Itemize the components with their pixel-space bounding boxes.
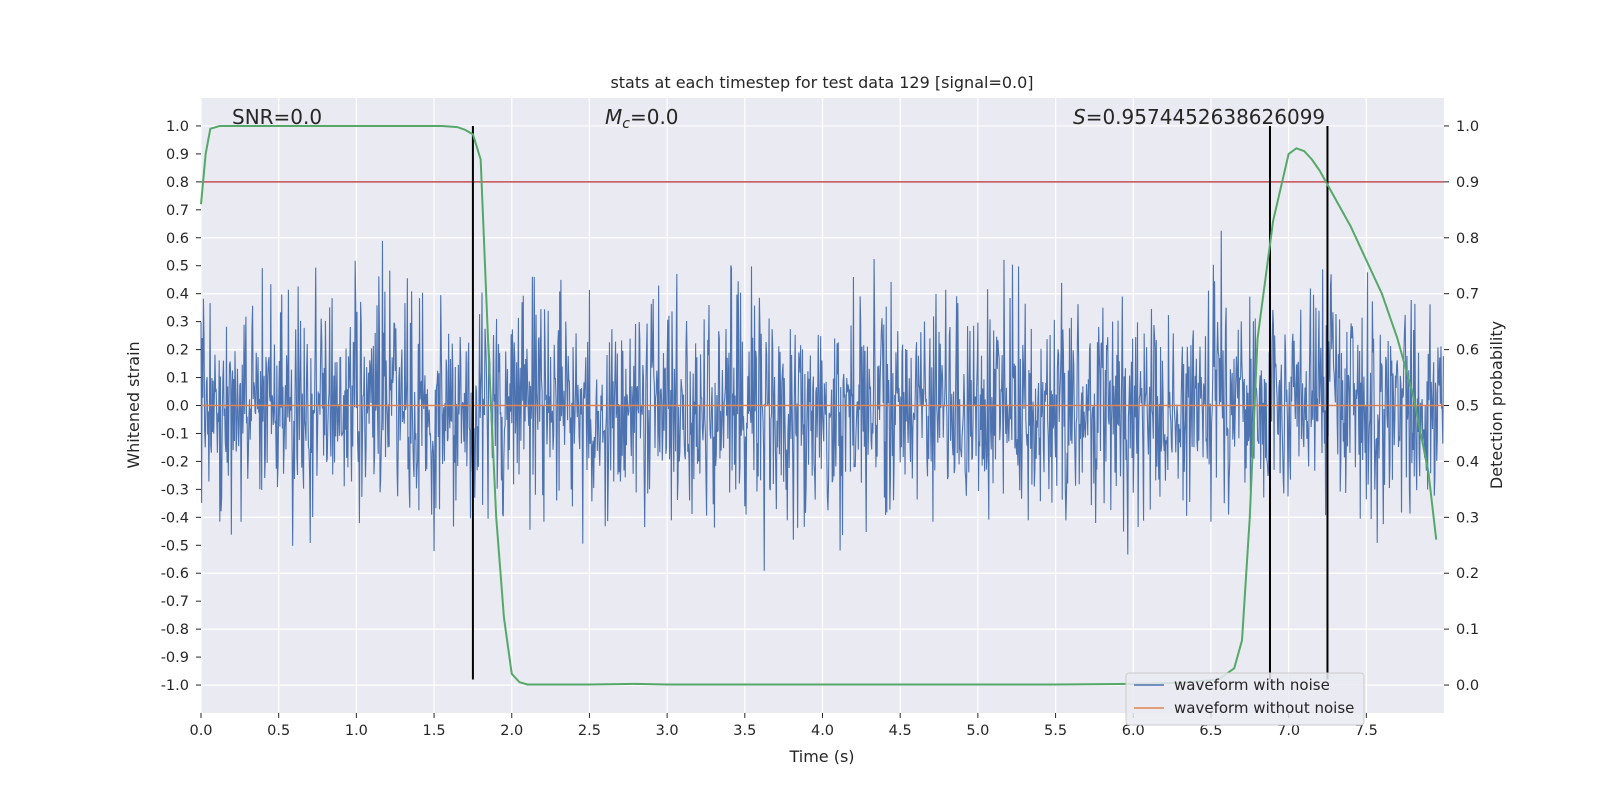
x-tick-label: 6.0: [1122, 723, 1145, 739]
x-tick-label: 1.0: [345, 723, 368, 739]
legend-box: [1125, 672, 1365, 726]
x-axis-label: Time (s): [788, 747, 854, 766]
y-tick-label: -0.2: [161, 454, 189, 470]
y-tick-label: 0.6: [166, 231, 189, 247]
y2-axis-label: Detection probability: [1487, 321, 1506, 489]
score-value: =0.9574452638626099: [1086, 105, 1325, 129]
legend: waveform with noise waveform without noi…: [1125, 672, 1365, 726]
y-tick-label: -0.1: [161, 426, 189, 442]
y-tick-label: -0.5: [161, 538, 189, 554]
legend-label-without-noise: waveform without noise: [1174, 699, 1354, 717]
chirp-mass-subscript: c: [622, 116, 630, 132]
y-axis-ticks: 1.0 0.9 0.8 0.7 0.6 0.5 0.4 0.3 0.2 0.1 0.0 -0.1 -0.…: [161, 119, 201, 694]
x-tick-label: 3.5: [733, 723, 756, 739]
y-tick-label: -0.8: [161, 622, 189, 638]
chirp-mass-symbol: M: [605, 105, 622, 129]
x-tick-label: 0.0: [189, 723, 212, 739]
x-tick-label: 7.0: [1277, 723, 1300, 739]
detection-probability-line: [200, 124, 1438, 686]
y2-axis-ticks: 1.0 0.9 0.8 0.7 0.6 0.5 0.4 0.3 0.2 0.1 0.0: [1444, 119, 1479, 694]
y-tick-label: 1.0: [166, 119, 189, 135]
y-tick-label: 0.7: [166, 203, 189, 219]
y2-tick-label: 1.0: [1456, 119, 1479, 135]
chirp-mass-value: =0.0: [630, 105, 679, 129]
y-tick-label: 0.5: [166, 259, 189, 275]
y2-tick-label: 0.0: [1456, 678, 1479, 694]
legend-label-with-noise: waveform with noise: [1174, 676, 1330, 694]
y2-tick-label: 0.8: [1456, 231, 1479, 247]
y-tick-label: 0.9: [166, 147, 189, 163]
y2-tick-label: 0.3: [1456, 510, 1479, 526]
y-axis-label: Whitened strain: [124, 341, 143, 468]
y-tick-label: -0.6: [161, 566, 189, 582]
y-tick-label: -0.9: [161, 650, 189, 666]
y2-tick-label: 0.7: [1456, 287, 1479, 303]
x-tick-label: 4.5: [889, 723, 912, 739]
x-tick-label: 6.5: [1199, 723, 1222, 739]
chirp-mass-annotation: Mc=0.0: [605, 105, 679, 132]
y-tick-label: -1.0: [161, 678, 189, 694]
x-tick-label: 2.5: [578, 723, 601, 739]
x-tick-label: 0.5: [267, 723, 290, 739]
x-tick-label: 2.0: [500, 723, 523, 739]
x-tick-label: 7.5: [1355, 723, 1378, 739]
y-tick-label: 0.3: [166, 315, 189, 331]
score-symbol: S: [1073, 105, 1086, 129]
waveform-with-noise-line: [200, 230, 1444, 571]
chart-title: stats at each timestep for test data 129…: [610, 73, 1033, 92]
x-tick-label: 4.0: [811, 723, 834, 739]
y-tick-label: 0.1: [166, 371, 189, 387]
y-tick-label: 0.2: [166, 343, 189, 359]
x-tick-label: 5.5: [1044, 723, 1067, 739]
y2-tick-label: 0.6: [1456, 343, 1479, 359]
x-tick-label: 5.0: [966, 723, 989, 739]
x-tick-label: 1.5: [423, 723, 446, 739]
y2-tick-label: 0.2: [1456, 566, 1479, 582]
y-tick-label: 0.4: [166, 287, 189, 303]
y2-tick-label: 0.4: [1456, 454, 1479, 470]
score-annotation: S=0.9574452638626099: [1073, 105, 1325, 129]
y2-tick-label: 0.1: [1456, 622, 1479, 638]
y-tick-label: -0.4: [161, 510, 189, 526]
y-tick-label: 0.8: [166, 175, 189, 191]
y-tick-label: -0.7: [161, 594, 189, 610]
x-tick-label: 3.0: [656, 723, 679, 739]
y-tick-label: 0.0: [166, 399, 189, 415]
y2-tick-label: 0.9: [1456, 175, 1479, 191]
y-tick-label: -0.3: [161, 482, 189, 498]
y2-tick-label: 0.5: [1456, 399, 1479, 415]
overlay-lines: [200, 124, 1444, 686]
snr-annotation: SNR=0.0: [232, 105, 322, 129]
x-axis-ticks: 0.0 0.5 1.0 1.5 2.0 2.5 3.0 3.5 4.0 4.5 5.0 5.5 6.0 6…: [189, 713, 1378, 739]
waveform-with-noise-series: [200, 230, 1444, 571]
